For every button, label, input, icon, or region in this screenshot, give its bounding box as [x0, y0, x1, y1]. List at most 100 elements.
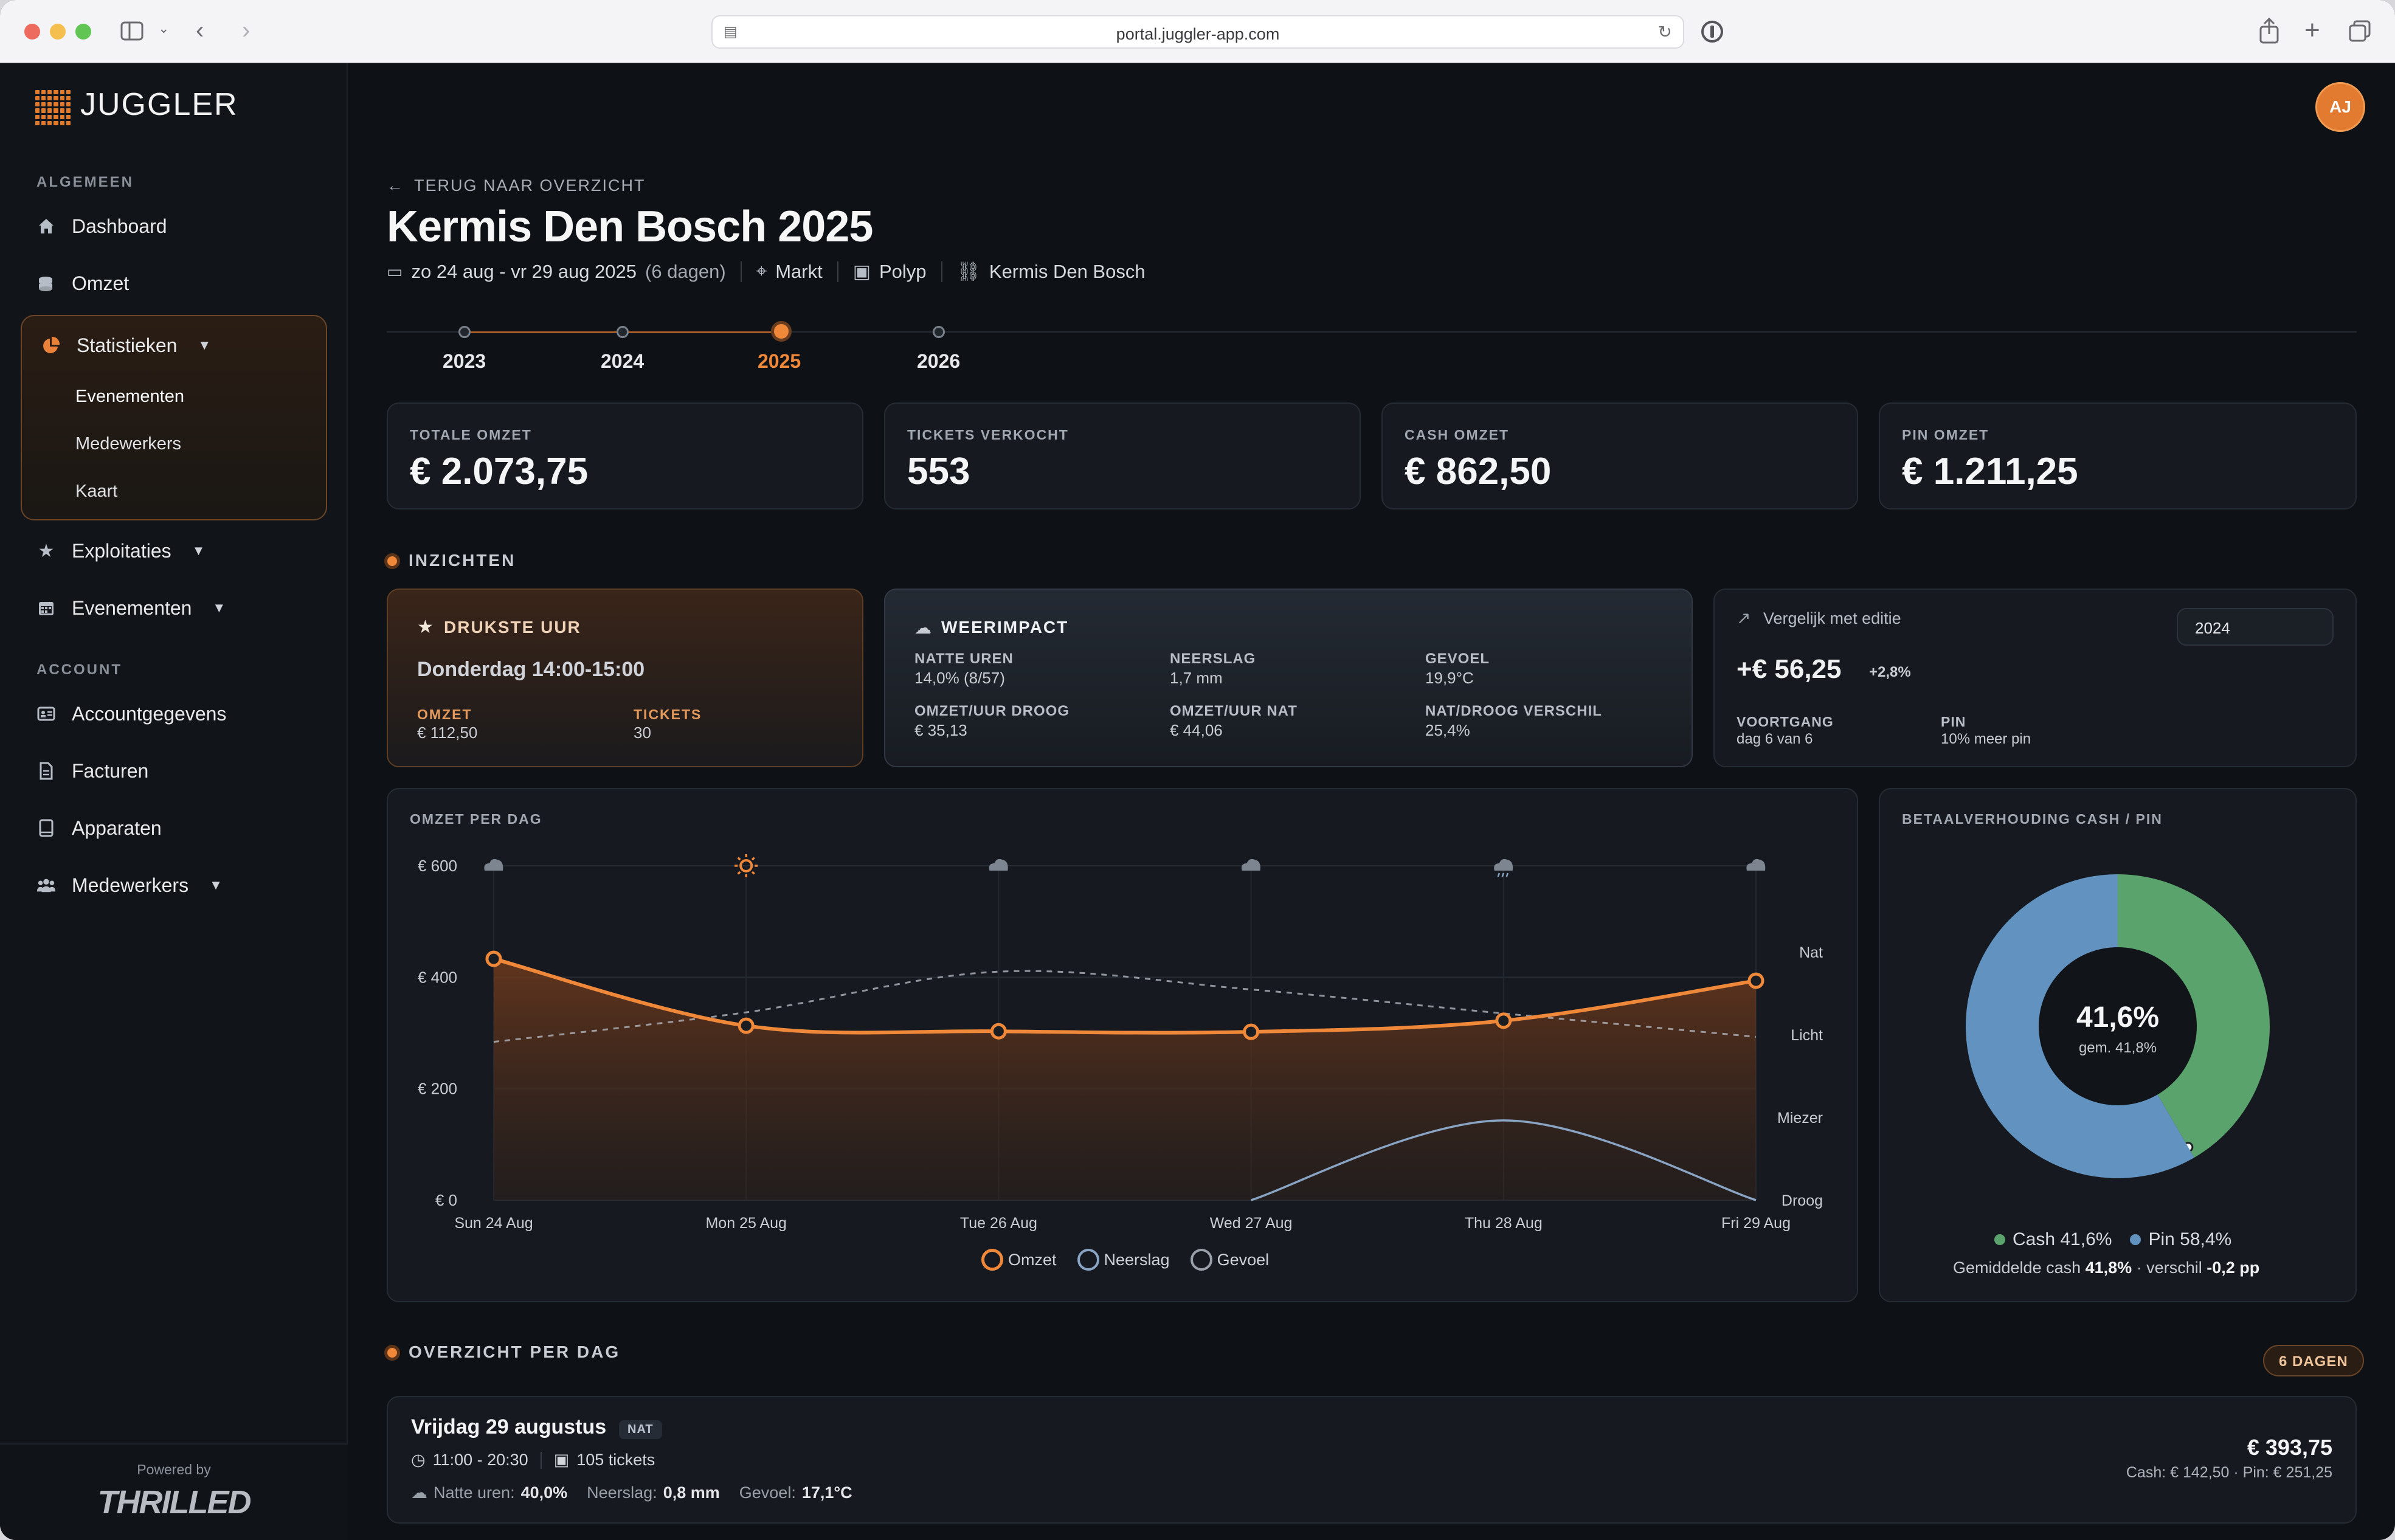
edition-select[interactable]: 2024 — [2177, 608, 2334, 646]
legend-item-omzet[interactable]: Omzet — [981, 1249, 1057, 1271]
data-point-omzet[interactable] — [1747, 972, 1764, 989]
location-pin-icon: ⌖ — [756, 260, 767, 281]
revenue-line-chart: € 0 € 200 € 400 € 600 Sun 24 Aug Mon 25 Aug Tu… — [418, 854, 1823, 1232]
note-prefix: Gemiddelde cash — [1953, 1259, 2086, 1277]
back-link-label: TERUG NAAR OVERZICHT — [414, 176, 646, 195]
kpi-label: CASH OMZET — [1405, 427, 1510, 443]
sidebar-subitem-medewerkers[interactable]: Medewerkers — [75, 434, 182, 454]
donut-center-value: 41,6% — [2076, 1001, 2160, 1034]
dry-value: € 35,13 — [914, 721, 967, 739]
new-tab-icon[interactable]: + — [2304, 15, 2320, 45]
legend-item-cash[interactable]: Cash 41,6% — [1994, 1229, 2112, 1250]
year-2026[interactable]: 2026 — [917, 350, 961, 372]
legend-item-neerslag[interactable]: Neerslag — [1077, 1249, 1170, 1271]
sidebar-item-label: Exploitaties — [72, 539, 171, 562]
zoom-window-button[interactable] — [75, 24, 91, 40]
x-tick-label: Thu 28 Aug — [1465, 1215, 1543, 1232]
divider — [540, 1451, 542, 1469]
powered-by-label: Powered by — [137, 1462, 211, 1477]
sidebar-item-statistieken[interactable]: Statistieken ▼ — [41, 327, 211, 364]
note-average: 41,8% — [2085, 1259, 2132, 1277]
id-card-icon — [36, 704, 56, 723]
sidebar-item-medewerkers[interactable]: Medewerkers ▼ — [36, 867, 223, 903]
y2-tick-label: Droog — [1782, 1192, 1823, 1209]
back-link[interactable]: ← TERUG NAAR OVERZICHT — [387, 176, 646, 195]
data-point-omzet[interactable] — [1495, 1012, 1512, 1029]
password-manager-icon[interactable] — [1700, 19, 1724, 47]
share-icon[interactable] — [2258, 17, 2280, 47]
divider — [740, 261, 742, 282]
busiest-omzet: € 112,50 — [417, 723, 478, 742]
rain-cloud-icon: ☁ — [914, 618, 931, 637]
day-split: Cash: € 142,50 · Pin: € 251,25 — [2126, 1464, 2332, 1481]
page-title: Kermis Den Bosch 2025 — [387, 202, 873, 251]
timeline-track — [387, 331, 2357, 333]
data-point-omzet[interactable] — [1243, 1023, 1260, 1040]
timeline-dot-2024[interactable] — [617, 326, 629, 338]
sidebar-item-evenementen[interactable]: Evenementen ▼ — [36, 590, 226, 626]
day-wet: 40,0% — [520, 1483, 568, 1502]
x-tick-label: Fri 29 Aug — [1721, 1215, 1791, 1232]
sidebar-item-facturen[interactable]: Facturen — [36, 753, 148, 789]
sidebar-item-accountgegevens[interactable]: Accountgegevens — [36, 696, 226, 732]
day-title: Vrijdag 29 augustus — [411, 1415, 607, 1438]
donut-center — [2039, 947, 2197, 1105]
data-point-omzet[interactable] — [485, 950, 502, 967]
timeline-dot-2023[interactable] — [458, 326, 471, 338]
page-settings-icon[interactable]: ▤ — [724, 24, 738, 40]
day-card[interactable]: Vrijdag 29 augustus NAT ◷ 11:00 - 20:30 … — [387, 1396, 2357, 1524]
legend-item-pin[interactable]: Pin 58,4% — [2130, 1229, 2231, 1250]
users-icon — [36, 875, 56, 895]
sidebar-item-dashboard[interactable]: Dashboard — [36, 208, 167, 244]
day-meta: ◷ 11:00 - 20:30 ▣ 105 tickets — [411, 1451, 655, 1469]
url-text: portal.juggler-app.com — [1116, 25, 1280, 43]
y2-tick-label: Nat — [1799, 944, 1823, 961]
year-2025[interactable]: 2025 — [758, 350, 801, 372]
sidebar-item-apparaten[interactable]: Apparaten — [36, 810, 162, 846]
day-precip-label: Neerslag: — [587, 1483, 657, 1502]
year-2024[interactable]: 2024 — [601, 350, 645, 372]
legend-item-gevoel[interactable]: Gevoel — [1190, 1249, 1269, 1271]
pin-value: 10% meer pin — [1941, 731, 2031, 747]
minimize-window-button[interactable] — [50, 24, 66, 40]
timeline-dot-2026[interactable] — [933, 326, 945, 338]
logo-text[interactable]: JUGGLER — [80, 87, 238, 122]
address-bar[interactable]: ▤ portal.juggler-app.com ↻ — [711, 15, 1684, 49]
user-avatar[interactable]: AJ — [2315, 82, 2365, 132]
sidebar-item-omzet[interactable]: Omzet — [36, 265, 129, 302]
sidebar-subitem-kaart[interactable]: Kaart — [75, 482, 118, 501]
kpi-card-total: TOTALE OMZET € 2.073,75 — [387, 402, 863, 509]
sidebar-item-label: Evenementen — [72, 596, 192, 619]
diff-value: 25,4% — [1425, 721, 1470, 739]
sidebar-subitem-evenementen[interactable]: Evenementen — [75, 387, 184, 406]
reload-icon[interactable]: ↻ — [1657, 22, 1672, 41]
compare-delta: +€ 56,25 — [1737, 654, 1842, 684]
sidebar-item-exploitaties[interactable]: ★ Exploitaties ▼ — [36, 533, 206, 569]
close-window-button[interactable] — [24, 24, 40, 40]
series-line-neerslag — [1251, 1119, 1757, 1201]
legend-swatch — [1077, 1249, 1099, 1271]
rain-cloud-icon — [1494, 858, 1513, 877]
sidebar-item-label: Facturen — [72, 759, 149, 782]
busiest-tickets-label: TICKETS — [634, 706, 702, 722]
attraction-name: Polyp — [879, 260, 927, 282]
revenue-legend: Omzet Neerslag Gevoel — [981, 1249, 1269, 1271]
tab-overview-icon[interactable] — [2348, 19, 2371, 46]
year-2023[interactable]: 2023 — [443, 350, 486, 372]
sidebar-toggle-icon[interactable] — [120, 21, 145, 45]
chevron-down-icon[interactable]: ⌄ — [158, 21, 170, 36]
wet-hours-value: 14,0% (8/57) — [914, 669, 1005, 687]
timeline-dot-2025[interactable] — [771, 321, 792, 342]
cloud-icon — [484, 858, 503, 871]
sidebar-item-label: Accountgegevens — [72, 702, 227, 725]
event-link[interactable]: Kermis Den Bosch — [989, 260, 1146, 282]
data-point-omzet[interactable] — [990, 1023, 1007, 1040]
weather-impact-card: ☁ WEERIMPACT NATTE UREN 14,0% (8/57) NEE… — [884, 589, 1693, 767]
forward-icon[interactable]: › — [242, 17, 251, 44]
diff-label: NAT/DROOG VERSCHIL — [1425, 703, 1602, 719]
wet-hours-label: NATTE UREN — [914, 651, 1014, 667]
thrilled-logo[interactable]: THRILLED — [97, 1484, 252, 1521]
data-point-omzet[interactable] — [738, 1017, 755, 1034]
kpi-card-cash: CASH OMZET € 862,50 — [1381, 402, 1858, 509]
back-icon[interactable]: ‹ — [196, 17, 204, 44]
